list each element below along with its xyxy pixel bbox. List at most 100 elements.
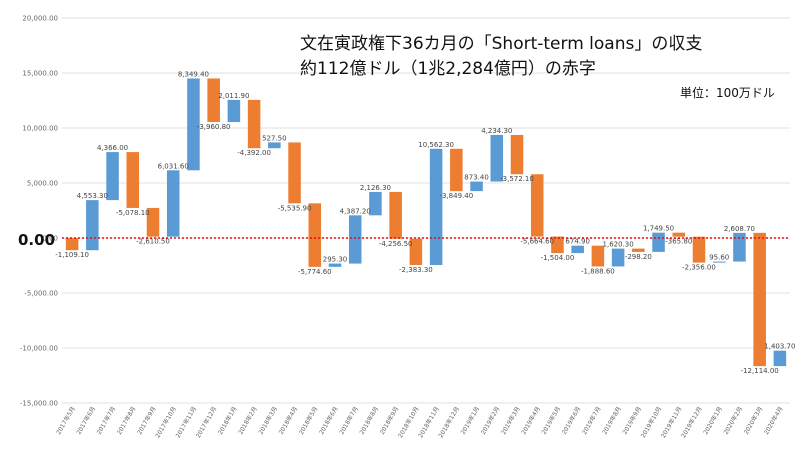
waterfall-bar	[288, 142, 301, 204]
data-label: 10,562.30	[418, 141, 454, 149]
x-tick-label: 2019年7月	[580, 405, 602, 436]
data-label: 527.50	[262, 134, 287, 142]
x-tick-label: 2018年11月	[416, 405, 440, 439]
data-label: -3,572.10	[500, 175, 534, 183]
waterfall-bar	[652, 232, 665, 252]
waterfall-bar	[450, 148, 463, 192]
waterfall-bar	[328, 263, 342, 267]
data-label: -1,504.00	[541, 254, 575, 262]
waterfall-bar	[712, 261, 726, 263]
waterfall-bar	[187, 78, 200, 171]
zero-label: 0.00	[18, 231, 55, 249]
data-label: -2,383.30	[399, 266, 433, 274]
y-axis-ticks: 20,000.00 15,000.00 10,000.00 5,000.00 0.00 -…	[20, 15, 58, 408]
waterfall-bar	[510, 134, 524, 175]
data-label: 674.90	[565, 238, 590, 246]
data-label: 873.40	[464, 174, 489, 182]
data-label: -2,610.50	[136, 238, 170, 246]
data-label: 8,349.40	[178, 70, 209, 78]
data-label: 295.30	[323, 256, 348, 264]
y-tick-label: 0.00	[42, 235, 58, 243]
x-tick-label: 2019年12月	[679, 405, 703, 439]
data-label: -5,535.90	[278, 204, 312, 212]
data-label: -2,356.00	[682, 264, 716, 272]
y-tick-label: -15,000.00	[20, 400, 58, 408]
data-label: 4,553.30	[77, 192, 108, 200]
waterfall-bar	[773, 350, 787, 367]
waterfall-bar	[65, 238, 79, 251]
y-tick-label: 5,000.00	[27, 180, 58, 188]
x-tick-label: 2018年8月	[358, 405, 380, 436]
x-tick-label: 2017年10月	[154, 405, 178, 439]
waterfall-bar	[86, 200, 99, 251]
x-tick-label: 2017年7月	[95, 405, 117, 436]
waterfall-bar	[106, 152, 119, 201]
waterfall-bar	[247, 99, 261, 149]
x-tick-label: 2018年4月	[277, 405, 299, 436]
y-tick-label: 10,000.00	[22, 125, 58, 133]
waterfall-bar	[470, 181, 483, 192]
unit-label: 単位：100万ドル	[680, 85, 775, 100]
data-label: 2,608.70	[724, 225, 755, 233]
chart-title-line2: 約112億ドル（1兆2,284億円）の赤字	[300, 59, 596, 79]
data-label: 1,749.50	[643, 225, 674, 233]
data-label: -5,774.60	[298, 268, 332, 276]
x-tick-label: 2018年5月	[297, 405, 319, 436]
x-tick-label: 2018年10月	[396, 405, 420, 439]
waterfall-bar	[490, 134, 504, 182]
waterfall-bar	[166, 170, 180, 237]
y-tick-label: -5,000.00	[24, 290, 58, 298]
waterfall-bar	[611, 248, 625, 267]
data-label: -3,849.40	[439, 192, 473, 200]
waterfall-bar	[389, 191, 402, 239]
x-tick-label: 2017年5月	[54, 405, 76, 436]
x-tick-label: 2019年11月	[659, 405, 683, 439]
x-tick-label: 2018年6月	[317, 405, 339, 436]
data-label: 4,366.00	[97, 144, 128, 152]
waterfall-bar	[268, 142, 281, 149]
y-tick-label: 15,000.00	[22, 70, 58, 78]
waterfall-bar	[632, 248, 645, 252]
x-tick-label: 2020年1月	[701, 405, 723, 436]
waterfall-bar	[207, 78, 220, 123]
data-label: -5,078.10	[116, 209, 150, 217]
data-label: -298.20	[625, 253, 652, 261]
waterfall-bar	[429, 148, 443, 265]
waterfall-bar	[369, 191, 382, 216]
x-tick-label: 2017年12月	[194, 405, 218, 439]
x-tick-label: 2019年3月	[499, 405, 521, 436]
x-tick-label: 2020年3月	[742, 405, 764, 436]
x-tick-label: 2019年2月	[479, 405, 501, 436]
waterfall-bar	[126, 152, 140, 208]
x-tick-label: 2018年7月	[337, 405, 359, 436]
data-label: 1,620.30	[603, 241, 634, 249]
waterfall-bar	[591, 245, 605, 267]
x-tick-label: 2017年11月	[174, 405, 198, 439]
x-tick-label: 2018年3月	[257, 405, 279, 436]
y-tick-label: -10,000.00	[20, 345, 58, 353]
waterfall-bar	[753, 232, 766, 367]
data-labels: -1,109.10 4,553.30 4,366.00 -5,078.10 -2,610…	[55, 70, 795, 375]
waterfall-bar	[672, 232, 686, 237]
x-tick-label: 2020年4月	[762, 405, 784, 436]
x-tick-label: 2019年6月	[560, 405, 582, 436]
waterfall-bar	[348, 215, 362, 264]
x-tick-label: 2019年8月	[600, 405, 622, 436]
chart-title-line1: 文在寅政権下36カ月の「Short-term loans」の収支	[300, 34, 702, 54]
data-label: 4,387.20	[340, 207, 371, 215]
data-label: -5,664.60	[520, 238, 554, 246]
data-label: -4,392.00	[237, 149, 271, 157]
data-label: 1,403.70	[764, 343, 795, 351]
waterfall-bar	[692, 236, 706, 263]
x-axis-ticks: 2017年5月2017年6月2017年7月2017年8月2017年9月2017年…	[54, 405, 784, 439]
x-tick-label: 2019年4月	[519, 405, 541, 436]
waterfall-bar	[227, 99, 241, 123]
x-tick-label: 2017年9月	[135, 405, 157, 436]
waterfall-bar	[146, 207, 160, 237]
data-label: 6,031.60	[158, 162, 189, 170]
x-tick-label: 2019年1月	[459, 405, 481, 436]
x-tick-label: 2020年2月	[722, 405, 744, 436]
waterfall-bar	[530, 174, 544, 237]
data-label: -12,114.00	[741, 367, 779, 375]
